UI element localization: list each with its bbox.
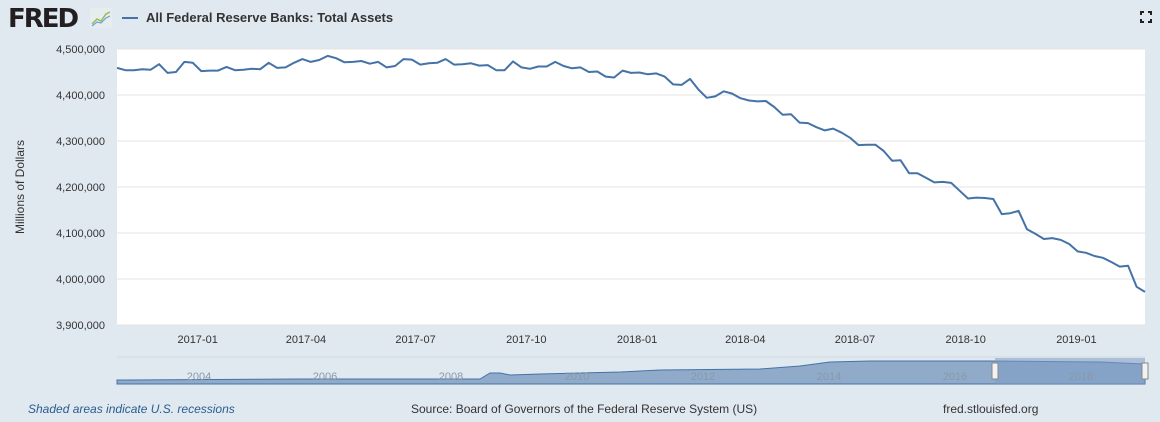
- x-tick-label: 2017-01: [177, 334, 217, 346]
- navigator-tick-label: 2014: [817, 371, 841, 383]
- x-tick-label: 2017-07: [395, 334, 435, 346]
- navigator[interactable]: 2004 2006 2008 2010 2012 2014 2016 2018: [116, 356, 1149, 385]
- series-line: [116, 54, 1146, 293]
- x-tick-label: 2018-01: [617, 334, 657, 346]
- y-tick-label: 4,000,000: [56, 274, 105, 286]
- legend-swatch: [122, 16, 138, 19]
- x-tick-label: 2019-01: [1056, 334, 1096, 346]
- fred-logo-graph-icon: [90, 8, 112, 28]
- y-tick-label: 4,200,000: [56, 182, 105, 194]
- y-tick-label: 4,100,000: [56, 228, 105, 240]
- x-tick-label: 2017-10: [506, 334, 546, 346]
- x-tick-label: 2017-04: [286, 334, 326, 346]
- navigator-tick-label: 2004: [187, 371, 211, 383]
- source-note: Source: Board of Governors of the Federa…: [411, 402, 758, 416]
- fullscreen-icon[interactable]: [1140, 10, 1152, 23]
- recessions-note: Shaded areas indicate U.S. recessions: [28, 402, 235, 416]
- x-tick-label: 2018-04: [725, 334, 765, 346]
- y-tick-label: 3,900,000: [56, 320, 105, 332]
- navigator-right-handle[interactable]: [1141, 362, 1149, 380]
- y-tick-label: 4,300,000: [56, 136, 105, 148]
- navigator-tick-label: 2016: [943, 371, 967, 383]
- legend-item[interactable]: All Federal Reserve Banks: Total Assets: [122, 10, 393, 25]
- legend-label: All Federal Reserve Banks: Total Assets: [146, 10, 394, 25]
- y-tick-label: 4,400,000: [56, 90, 105, 102]
- navigator-tick-label: 2006: [313, 371, 337, 383]
- site-link[interactable]: fred.stlouisfed.org: [943, 402, 1039, 416]
- navigator-tick-label: 2010: [565, 371, 589, 383]
- navigator-left-handle[interactable]: [991, 362, 999, 380]
- navigator-tick-label: 2012: [691, 371, 715, 383]
- navigator-selected-range[interactable]: [995, 358, 1145, 384]
- navigator-area: [116, 360, 1146, 385]
- y-tick-label: 4,500,000: [56, 44, 105, 56]
- y-axis-label: Millions of Dollars: [13, 140, 27, 234]
- navigator-tick-label: 2008: [439, 371, 463, 383]
- navigator-tick-label: 2018: [1069, 371, 1093, 383]
- fred-logo[interactable]: FRED: [8, 4, 79, 34]
- x-tick-label: 2018-10: [945, 334, 985, 346]
- x-tick-label: 2018-07: [835, 334, 875, 346]
